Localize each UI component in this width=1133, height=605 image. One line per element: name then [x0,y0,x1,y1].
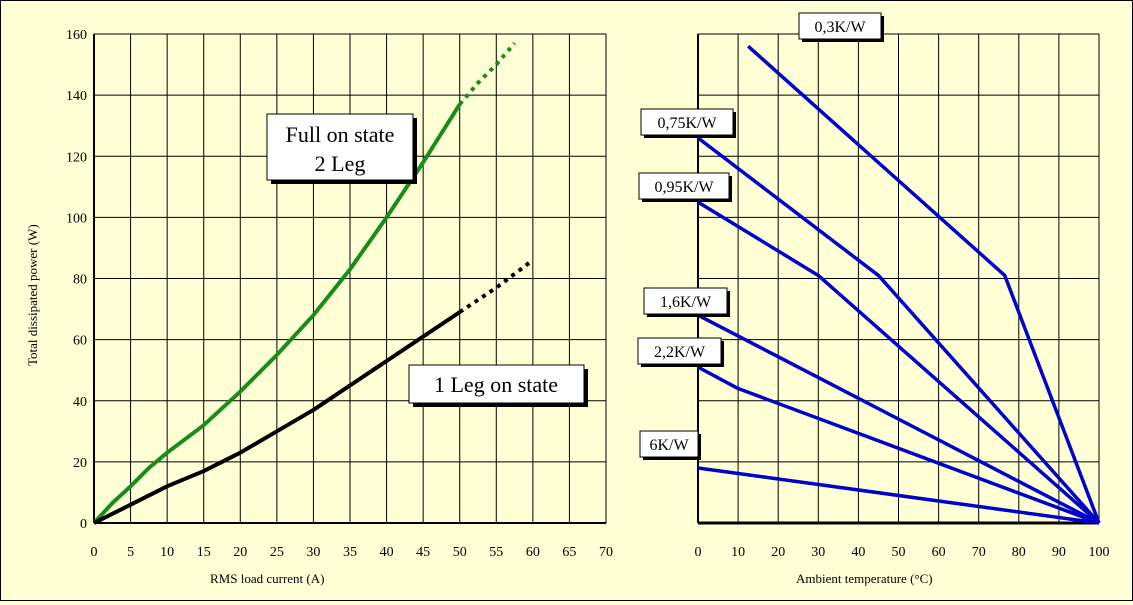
series-label-background [798,12,882,40]
left-y-tick-label: 20 [73,456,87,471]
left-series-line-0 [92,103,462,525]
right-series-line-1 [696,136,1101,525]
right-x-tick-label: 50 [892,545,906,560]
left-x-axis-label: RMS load current (A) [210,571,324,586]
right-series-line-0 [746,44,1101,524]
left-x-tick-label: 45 [416,545,430,560]
left-y-tick-label: 40 [73,395,87,410]
left-y-tick-label: 120 [66,150,87,165]
left-y-tick-label: 140 [66,89,87,104]
left-x-tick-label: 10 [160,545,174,560]
right-x-tick-label: 80 [1012,545,1026,560]
series-label-text: 6K/W [649,437,689,454]
left-y-tick-label: 80 [73,273,87,288]
series-label-text: 0,75K/W [657,115,717,132]
annotation-1-leg-on-state-text: 1 Leg on state [434,372,558,397]
left-x-tick-label: 25 [270,545,284,560]
right-x-tick-label: 40 [851,545,865,560]
annotation-1-leg-on-state: 1 Leg on state [408,364,588,407]
left-x-tick-label: 70 [599,545,613,560]
right-x-tick-label: 60 [932,545,946,560]
left-x-tick-label: 65 [562,545,576,560]
series-label-box: 6K/W [639,430,701,460]
left-y-tick-label: 100 [66,211,87,226]
left-x-tick-label: 15 [197,545,211,560]
left-x-tick-label: 35 [343,545,357,560]
left-plot-ticks: 0 5 10 15 20 25 30 35 40 45 50 55 60 65 70 0 20 40 60 80 100… [66,28,613,560]
right-x-tick-label: 0 [695,545,702,560]
series-label-background [637,337,722,365]
series-label-box: 0,95K/W [638,172,732,202]
right-series-line-5 [697,466,1100,525]
series-label-text: 0,95K/W [654,179,714,196]
right-series-line-3 [697,313,1100,525]
right-plot-ticks: 0 10 20 30 40 50 60 70 80 90 100 [695,545,1110,560]
left-y-axis-label: Total dissipated power (W) [25,224,40,366]
annotation-full-on-state-line1: Full on state [286,122,395,147]
left-x-tick-label: 40 [380,545,394,560]
left-x-tick-label: 20 [233,545,247,560]
series-label-text: 0,3K/W [814,19,866,36]
annotation-full-on-state: Full on state 2 Leg [266,113,417,184]
right-plot-series [696,44,1101,525]
right-x-tick-label: 70 [972,545,986,560]
series-label-box: 0,3K/W [798,12,884,42]
right-series-line-2 [697,200,1101,525]
left-x-tick-label: 60 [526,545,540,560]
left-x-tick-label: 0 [91,545,98,560]
right-series-line-4 [697,365,1100,525]
left-x-tick-label: 55 [489,545,503,560]
left-y-tick-label: 60 [73,334,87,349]
left-series-line-1 [93,310,461,525]
series-label-box: 2,2K/W [637,337,724,367]
series-label-text: 1,6K/W [660,294,712,311]
left-x-tick-label: 50 [453,545,467,560]
right-plot-series-labels: 0,3K/W 0,75K/W 0,95K/W 1,6K/W 2,2K/W 6K/W [637,12,884,460]
series-label-box: 1,6K/W [643,287,730,317]
annotation-full-on-state-line2: 2 Leg [315,151,366,176]
right-x-tick-label: 90 [1052,545,1066,560]
left-x-tick-label: 30 [306,545,320,560]
series-label-background [643,287,728,315]
right-x-tick-label: 20 [771,545,785,560]
series-label-background [640,108,734,136]
left-y-tick-label: 0 [80,517,87,532]
right-x-tick-label: 100 [1089,545,1110,560]
series-label-background [639,430,699,458]
left-y-tick-label: 160 [66,28,87,43]
series-label-background [638,172,730,200]
series-label-box: 0,75K/W [640,108,736,138]
series-label-text: 2,2K/W [654,344,706,361]
left-series-dotted-extension-1 [458,258,535,314]
right-x-tick-label: 30 [811,545,825,560]
left-plot-series [92,41,535,525]
right-x-axis-label: Ambient temperature (°C) [796,571,933,586]
left-x-tick-label: 5 [127,545,134,560]
right-x-tick-label: 10 [731,545,745,560]
